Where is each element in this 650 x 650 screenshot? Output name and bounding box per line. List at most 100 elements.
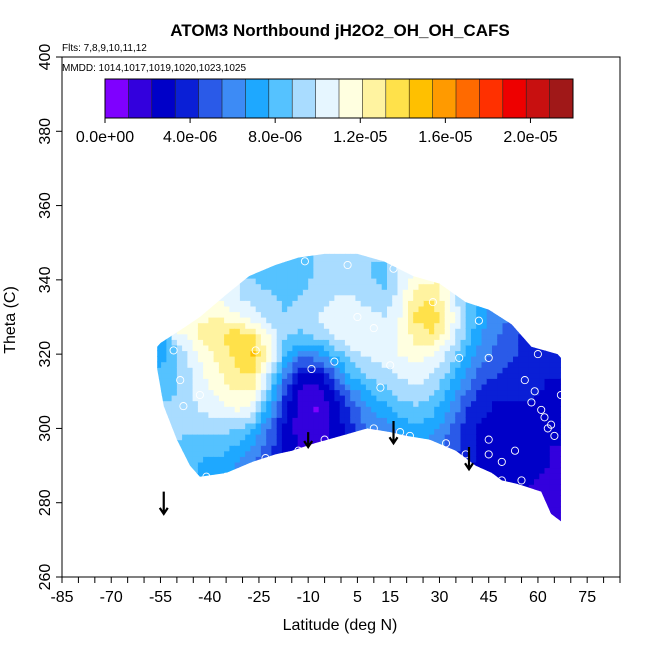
heatmap-cell: [365, 506, 372, 513]
heatmap-cell: [387, 517, 393, 522]
heatmap-cell: [213, 489, 220, 496]
heatmap-cell: [292, 255, 299, 262]
heatmap-cell: [214, 245, 220, 251]
heatmap-cell: [350, 283, 357, 290]
heatmap-cell: [350, 272, 357, 279]
heatmap-cell: [497, 289, 504, 296]
heatmap-cell: [355, 383, 362, 391]
heatmap-cell: [334, 283, 341, 290]
heatmap-cell: [507, 378, 514, 385]
heatmap-cell: [455, 512, 462, 519]
heatmap-cell: [176, 350, 183, 357]
heatmap-cell: [397, 372, 404, 379]
observation-point: [441, 439, 451, 448]
heatmap-cell: [523, 278, 530, 285]
heatmap-cell: [429, 322, 435, 329]
heatmap-cell: [434, 255, 441, 262]
heatmap-cell: [234, 478, 241, 485]
heatmap-cell: [560, 266, 561, 274]
heatmap-cell: [355, 461, 362, 469]
heatmap-cell: [318, 378, 325, 385]
heatmap-cell: [528, 350, 535, 357]
heatmap-cell: [176, 484, 183, 491]
heatmap-cell: [523, 411, 530, 418]
heatmap-cell: [544, 478, 551, 485]
heatmap-cell: [402, 489, 409, 496]
heatmap-cell: [302, 383, 309, 391]
colorbar-frame: [104, 78, 574, 119]
heatmap-cell: [455, 350, 462, 357]
heatmap-cell: [465, 500, 472, 508]
heatmap-cell: [203, 283, 209, 290]
heatmap-cell: [413, 422, 420, 430]
heatmap-cell: [397, 473, 404, 480]
heatmap-cell: [397, 266, 404, 274]
heatmap-cell: [555, 517, 561, 522]
heatmap-cell: [550, 245, 556, 251]
heatmap-cell: [182, 255, 188, 262]
heatmap-cell: [182, 400, 188, 407]
heatmap-cell: [549, 361, 556, 368]
heatmap-cell: [266, 283, 273, 290]
heatmap-cell: [213, 495, 220, 502]
heatmap-cell: [197, 417, 204, 424]
heatmap-cell: [297, 378, 304, 385]
heatmap-cell: [157, 266, 162, 274]
heatmap-cell: [234, 372, 241, 379]
heatmap-cell: [481, 339, 488, 346]
heatmap-cell: [250, 428, 257, 435]
heatmap-cell: [355, 439, 362, 446]
heatmap-cell: [266, 350, 273, 357]
heatmap-cell: [176, 278, 183, 285]
heatmap-cell: [397, 294, 404, 301]
heatmap-cell: [550, 523, 556, 529]
heatmap-cell: [481, 473, 488, 480]
heatmap-cell: [271, 512, 278, 519]
heatmap-cell: [218, 378, 225, 385]
heatmap-cell: [161, 253, 167, 257]
heatmap-cell: [176, 400, 183, 407]
heatmap-cell: [308, 467, 315, 474]
heatmap-cell: [203, 350, 209, 357]
heatmap-cell: [255, 294, 262, 301]
heatmap-cell: [486, 506, 493, 513]
heatmap-cell: [471, 367, 477, 374]
heatmap-cell: [344, 261, 351, 268]
heatmap-cell: [355, 245, 361, 251]
heatmap-cell: [245, 461, 252, 469]
heatmap-cell: [507, 322, 514, 329]
heatmap-cell: [208, 255, 215, 262]
heatmap-cell: [534, 378, 540, 385]
heatmap-cell: [408, 356, 414, 363]
heatmap-cell: [444, 350, 451, 357]
heatmap-cell: [161, 322, 167, 329]
heatmap-cell: [381, 272, 388, 279]
heatmap-cell: [402, 445, 409, 452]
heatmap-cell: [266, 311, 273, 318]
heatmap-cell: [171, 506, 178, 513]
heatmap-cell: [151, 523, 157, 529]
heatmap-cell: [166, 278, 173, 285]
heatmap-cell: [208, 378, 215, 385]
heatmap-cell: [423, 439, 430, 446]
heatmap-cell: [408, 322, 414, 329]
heatmap-cell: [334, 484, 341, 491]
y-tick-label: 280: [37, 489, 54, 516]
heatmap-cell: [487, 523, 493, 529]
heatmap-cell: [455, 356, 462, 363]
heatmap-cell: [334, 300, 341, 307]
heatmap-cell: [208, 445, 215, 452]
heatmap-cell: [260, 478, 267, 485]
heatmap-cell: [360, 322, 367, 329]
heatmap-cell: [197, 328, 204, 335]
colorbar-swatch: [432, 79, 457, 118]
heatmap-cell: [492, 317, 498, 324]
heatmap-cell: [281, 283, 288, 290]
heatmap-cell: [171, 333, 178, 340]
heatmap-cell: [502, 434, 509, 441]
heatmap-cell: [513, 333, 519, 340]
heatmap-cell: [518, 367, 525, 374]
heatmap-cell: [471, 278, 477, 285]
heatmap-cell: [292, 512, 299, 519]
heatmap-cell: [365, 467, 372, 474]
